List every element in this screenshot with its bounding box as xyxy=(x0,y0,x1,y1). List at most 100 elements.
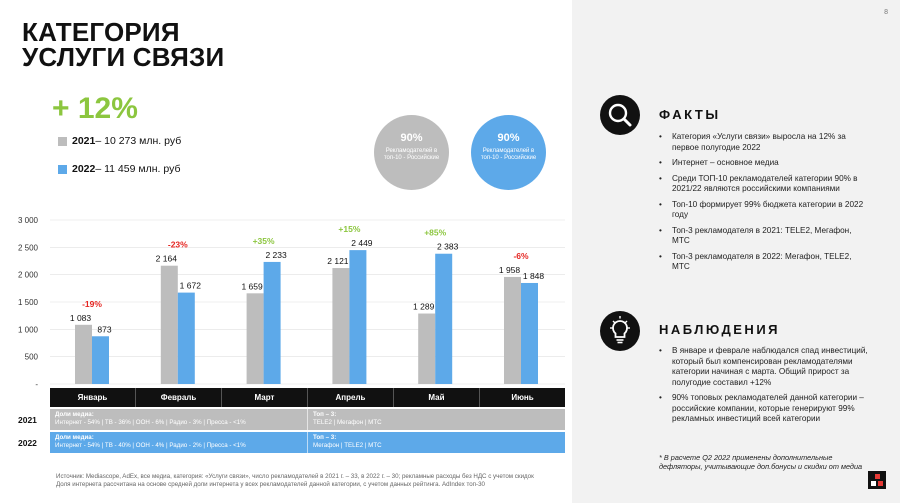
data-label: 1 083 xyxy=(70,313,92,323)
bar-2022 xyxy=(521,282,538,384)
bar-2021 xyxy=(504,276,521,384)
facts-item: Интернет – основное медиа xyxy=(659,158,869,169)
y-tick-label: 1 000 xyxy=(18,325,39,334)
data-label: 2 164 xyxy=(156,254,178,264)
facts-item: Топ-10 формирует 99% бюджета категории в… xyxy=(659,200,869,221)
top3-title-2022: Топ – 3: xyxy=(313,434,337,441)
legend-year-2022: 2022 xyxy=(72,163,96,175)
change-label: +85% xyxy=(424,228,446,238)
legend-2022: 2022 – 11 459 млн. руб xyxy=(58,163,180,175)
media-share-title-2021: Доли медиа: xyxy=(55,411,94,418)
bar-2022 xyxy=(92,336,109,384)
media-share-2021: Доли медиа: Интернет - 54% | ТВ - 36% | … xyxy=(50,409,308,430)
circle-2022-pct: 90% xyxy=(497,132,520,144)
bar-2021 xyxy=(246,293,264,384)
bar-2022 xyxy=(263,261,281,384)
circle-2021-caption: Рекламодателей в топ-10 - Российские xyxy=(383,148,440,161)
top3-text-2021: TELE2 | Мегафон | МТС xyxy=(313,419,382,426)
circle-2021-russian-advertisers: 90% Рекламодателей в топ-10 - Российские xyxy=(374,115,449,190)
top3-text-2022: Мегафон | TELE2 | МТС xyxy=(313,442,382,449)
bar-2022 xyxy=(435,253,453,384)
circle-2022-caption: Рекламодателей в топ-10 - Российские xyxy=(480,148,537,161)
legend-year-2021: 2021 xyxy=(72,135,96,147)
growth-value: + 12% xyxy=(52,92,138,125)
brand-logo xyxy=(868,471,886,489)
observations-list: В январе и феврале наблюдался спад инвес… xyxy=(659,346,869,430)
magnifier-icon xyxy=(600,95,640,135)
year-label-2021: 2021 xyxy=(18,415,37,425)
data-label: 1 289 xyxy=(413,302,435,312)
facts-item: Топ-3 рекламодателя в 2022: Мегафон, TEL… xyxy=(659,252,869,273)
facts-list: Категория «Услуги связи» выросла на 12% … xyxy=(659,132,869,278)
facts-item: Топ-3 рекламодателя в 2021: TELE2, Мегаф… xyxy=(659,226,869,247)
legend-swatch-2022 xyxy=(58,164,67,174)
bar-chart: 3 000 2 500 2 000 1 500 1 000 500 - 1 083 873 -19… xyxy=(18,216,565,389)
logo-mark xyxy=(875,474,880,479)
media-row-2022: Доли медиа: Интернет - 54% | ТВ - 40% | … xyxy=(50,432,565,453)
data-label: 1 659 xyxy=(241,281,263,291)
data-label: 2 383 xyxy=(437,242,459,252)
observations-note: * В расчете Q2 2022 применены дополнител… xyxy=(659,453,863,471)
month-april: Апрель xyxy=(308,388,394,407)
bar-2022 xyxy=(177,292,195,384)
facts-item: Среди ТОП-10 рекламодателей категории 90… xyxy=(659,174,869,195)
media-share-2022: Доли медиа: Интернет - 54% | ТВ - 40% | … xyxy=(50,432,308,453)
y-tick-label: - xyxy=(35,380,38,389)
year-label-2022: 2022 xyxy=(18,438,37,448)
logo-mark xyxy=(878,481,883,486)
top3-2022: Топ – 3: Мегафон | TELE2 | МТС xyxy=(308,432,565,453)
month-june: Июнь xyxy=(511,393,534,402)
bar-2021 xyxy=(332,268,350,384)
change-label: -6% xyxy=(513,251,529,261)
media-share-title-2022: Доли медиа: xyxy=(55,434,94,441)
observations-item: В январе и феврале наблюдался спад инвес… xyxy=(659,346,869,388)
y-tick-label: 2 500 xyxy=(18,243,39,252)
lightbulb-icon xyxy=(600,311,640,351)
page-title-line-2: УСЛУГИ СВЯЗИ xyxy=(22,42,225,72)
month-march: Март xyxy=(222,388,308,407)
bar-2021 xyxy=(75,324,92,384)
page-number: 8 xyxy=(884,9,888,16)
change-label: -19% xyxy=(82,299,102,309)
observations-item: 90% топовых рекламодателей данной катего… xyxy=(659,393,869,425)
y-tick-label: 3 000 xyxy=(18,216,39,225)
change-label: +35% xyxy=(253,236,275,246)
y-tick-label: 500 xyxy=(25,353,39,362)
month-february: Февраль xyxy=(136,388,222,407)
data-label: 1 958 xyxy=(499,265,521,275)
facts-title: ФАКТЫ xyxy=(659,107,721,122)
change-label: +15% xyxy=(338,224,360,234)
data-label: 1 848 xyxy=(523,271,545,281)
circle-2022-russian-advertisers: 90% Рекламодателей в топ-10 - Российские xyxy=(471,115,546,190)
legend-swatch-2021 xyxy=(58,136,67,146)
legend-text-2021: – 10 273 млн. руб xyxy=(95,135,182,147)
page-title-line-1: КАТЕГОРИЯ xyxy=(22,17,180,47)
circle-2021-pct: 90% xyxy=(400,132,423,144)
y-tick-label: 2 000 xyxy=(18,271,39,280)
top3-title-2021: Топ – 3: xyxy=(313,411,337,418)
data-label: 2 233 xyxy=(265,250,287,260)
data-label: 873 xyxy=(97,324,111,334)
source-footnote-line-1: Источник: Mediascope, AdEx, все медиа, к… xyxy=(56,473,534,480)
data-label: 2 449 xyxy=(351,238,373,248)
bar-2021 xyxy=(418,313,436,384)
media-row-2021: Доли медиа: Интернет - 54% | ТВ - 36% | … xyxy=(50,409,565,430)
observations-title: НАБЛЮДЕНИЯ xyxy=(659,322,781,337)
page-title: КАТЕГОРИЯ УСЛУГИ СВЯЗИ xyxy=(22,17,225,72)
logo-mark xyxy=(871,481,876,486)
legend-text-2022: – 11 459 млн. руб xyxy=(95,163,181,175)
months-row: Январь Февраль Март Апрель Май Июнь xyxy=(50,388,565,407)
source-footnote-line-2: Доля интернета рассчитана на основе сред… xyxy=(56,481,485,488)
source-footnote: Источник: Mediascope, AdEx, все медиа, к… xyxy=(56,473,534,489)
month-january: Январь xyxy=(50,388,136,407)
facts-item: Категория «Услуги связи» выросла на 12% … xyxy=(659,132,869,153)
media-share-text-2021: Интернет - 54% | ТВ - 36% | OOH - 6% | Р… xyxy=(55,419,246,426)
y-tick-label: 1 500 xyxy=(18,298,39,307)
top3-2021: Топ – 3: TELE2 | Мегафон | МТС xyxy=(308,409,565,430)
data-label: 1 672 xyxy=(180,281,202,291)
data-label: 2 121 xyxy=(327,256,349,266)
change-label: -23% xyxy=(168,240,188,250)
bar-2022 xyxy=(349,250,367,384)
month-may: Май xyxy=(394,388,480,407)
bar-2021 xyxy=(160,265,178,384)
